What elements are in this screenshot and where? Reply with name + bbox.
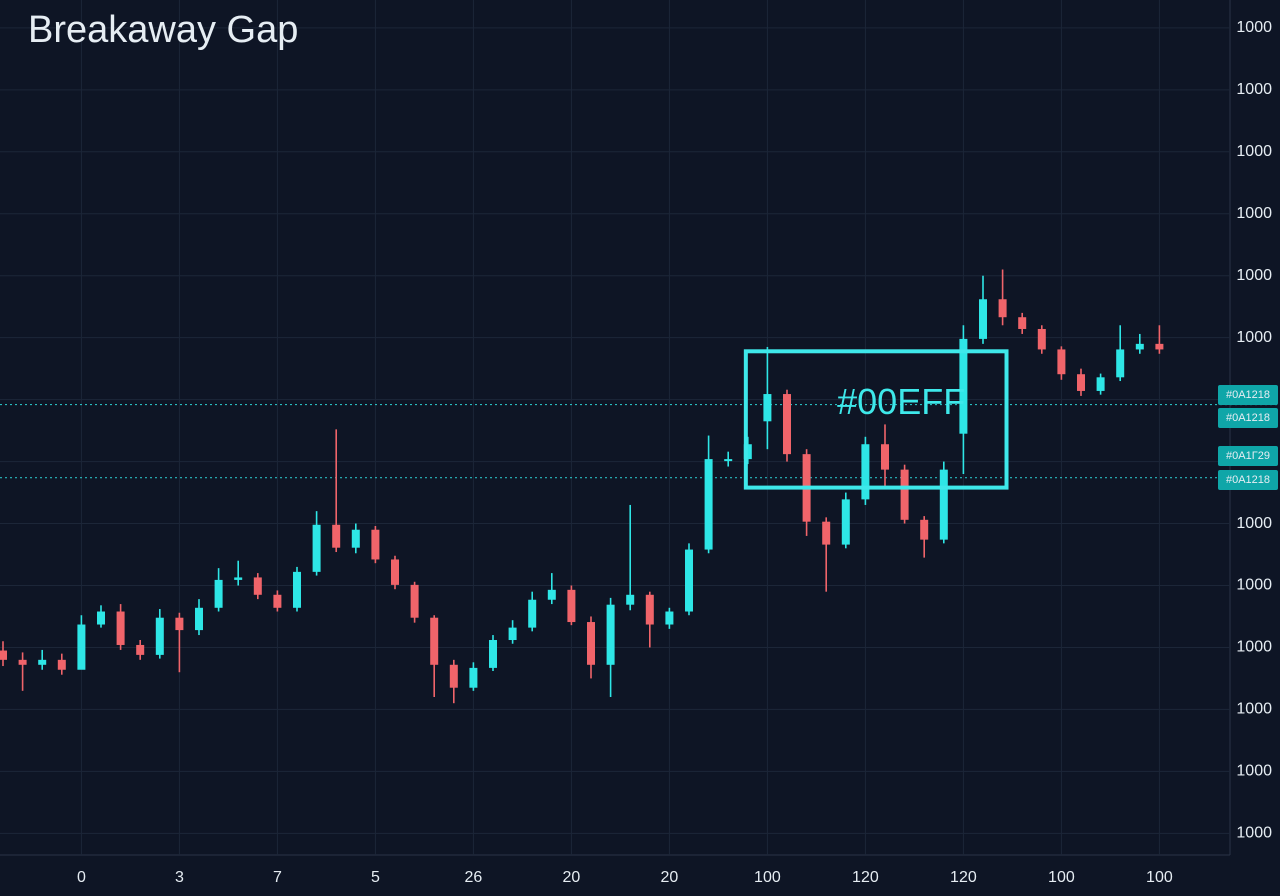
price-tag-bg: [1218, 446, 1278, 466]
candle-body: [900, 469, 909, 520]
y-tick-label: 1000: [1236, 515, 1272, 532]
candle-body: [724, 459, 733, 462]
y-tick-label: 1000: [1236, 205, 1272, 222]
price-tag-bg: [1218, 470, 1278, 490]
candle-body: [38, 659, 47, 665]
price-tag: #0A1Γ29: [1226, 450, 1270, 462]
y-tick-label: 1000: [1236, 763, 1272, 780]
price-tag-bg: [1218, 385, 1278, 405]
candle-body: [1057, 349, 1066, 375]
candle-body: [312, 524, 321, 572]
candle-body: [645, 594, 654, 625]
candle-body: [763, 394, 772, 422]
price-tag-bg: [1218, 408, 1278, 428]
price-tag: #0A1218: [1226, 474, 1270, 486]
candle-body: [97, 611, 105, 625]
candle-body: [1155, 343, 1164, 350]
candle-body: [939, 469, 948, 540]
candle-body: [116, 611, 125, 645]
candle-body: [704, 459, 713, 550]
y-tick-label: 1000: [1236, 81, 1272, 98]
candle-body: [77, 624, 86, 670]
x-tick-label: 26: [465, 869, 483, 886]
candle-body: [391, 559, 399, 585]
candle-body: [606, 604, 615, 665]
candle-body: [430, 617, 439, 665]
candle-body: [979, 299, 987, 339]
price-tag: #0A1218: [1226, 412, 1270, 424]
candle-body: [861, 444, 870, 500]
candle-body: [1135, 343, 1144, 350]
y-tick-label: 1000: [1236, 639, 1272, 656]
x-tick-label: 3: [175, 869, 184, 886]
candle-body: [1077, 374, 1085, 391]
gap-box: [743, 349, 1009, 490]
candle-body: [253, 577, 262, 595]
y-tick-label: 1000: [1236, 701, 1272, 718]
candle-body: [449, 664, 458, 688]
y-tick-label: 1000: [1236, 267, 1272, 284]
candle-body: [136, 644, 145, 655]
candle-body: [57, 659, 66, 670]
candle-body: [508, 627, 517, 641]
candle-body: [998, 299, 1007, 318]
candle-body: [567, 589, 576, 623]
candle-body: [293, 571, 301, 608]
candle-body: [0, 650, 7, 660]
candle-body: [155, 617, 164, 655]
candle-body: [273, 594, 282, 608]
y-tick-label: 1000: [1236, 577, 1272, 594]
x-tick-label: 5: [371, 869, 380, 886]
candle-body: [665, 611, 674, 625]
x-tick-label: 20: [661, 869, 679, 886]
candle-body: [528, 599, 537, 628]
candle-body: [547, 589, 556, 600]
chart-title: Breakaway Gap: [28, 9, 298, 51]
x-tick-label: 20: [563, 869, 581, 886]
x-tick-label: 120: [852, 869, 879, 886]
candle-body: [587, 622, 595, 665]
candle-body: [1018, 317, 1027, 329]
candle-body: [1096, 377, 1105, 391]
y-tick-label: 1000: [1236, 825, 1272, 842]
x-tick-label: 120: [950, 869, 977, 886]
price-tag: #0A1218: [1226, 389, 1270, 401]
candle-body: [920, 519, 929, 540]
y-tick-label: 1000: [1236, 329, 1272, 346]
candle-body: [234, 577, 243, 580]
candle-body: [822, 521, 831, 545]
candle-body: [351, 529, 360, 548]
candle-body: [410, 584, 419, 618]
candle-body: [489, 640, 497, 668]
candle-body: [1037, 328, 1046, 350]
candle-body: [783, 394, 791, 455]
candle-body: [841, 499, 850, 545]
candle-body: [175, 617, 184, 631]
candle-body: [469, 667, 478, 688]
x-tick-label: 7: [273, 869, 282, 886]
y-tick-label: 1000: [1236, 19, 1272, 36]
x-tick-label: 100: [1146, 869, 1173, 886]
candle-body: [1116, 349, 1125, 378]
candle-body: [685, 549, 693, 612]
candle-body: [881, 444, 889, 470]
x-tick-label: 100: [754, 869, 781, 886]
x-tick-label: 0: [77, 869, 86, 886]
candle-body: [626, 594, 635, 605]
y-tick-label: 1000: [1236, 143, 1272, 160]
x-tick-label: 100: [1048, 869, 1075, 886]
candle-body: [195, 607, 203, 631]
candle-body: [18, 659, 27, 665]
candle-body: [214, 579, 223, 608]
candle-body: [959, 338, 968, 434]
gap-label: #00EFF: [837, 381, 965, 422]
candle-body: [371, 529, 380, 560]
candle-body: [332, 524, 341, 548]
